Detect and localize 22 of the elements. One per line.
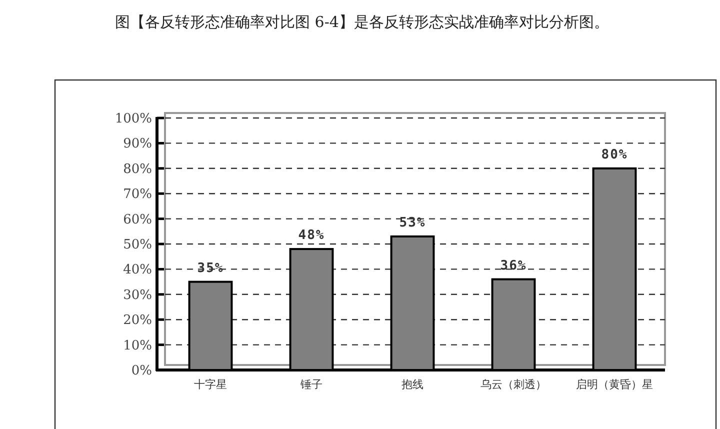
data-label: 36% (500, 258, 527, 274)
y-tick-label: 20% (123, 313, 152, 328)
x-tick-label: 抱线 (402, 378, 424, 391)
y-tick-label: 90% (123, 136, 152, 152)
y-tick-label: 100% (114, 112, 152, 126)
y-tick-label: 60% (123, 212, 152, 228)
x-tick-label: 锤子 (300, 378, 322, 391)
y-tick-label: 70% (123, 187, 152, 202)
data-label: 80% (601, 147, 628, 162)
data-label: 48% (298, 228, 325, 244)
y-tick-label: 40% (123, 262, 152, 278)
data-label: 53% (399, 215, 426, 230)
y-tick-label: 80% (123, 162, 152, 177)
y-tick-label: 10% (123, 338, 152, 354)
data-label: 35% (197, 260, 224, 276)
x-tick-label: 启明（黄昏）星 (576, 378, 653, 391)
x-tick-label: 十字星 (194, 378, 227, 391)
y-tick-label: 0% (131, 364, 152, 378)
y-tick-label: 50% (123, 238, 152, 252)
x-tick-label: 乌云（刺透） (480, 378, 546, 391)
y-tick-label: 30% (123, 288, 152, 303)
chart-title: 图【各反转形态准确率对比图 6-4】是各反转形态实战准确率对比分析图。 (115, 13, 609, 31)
